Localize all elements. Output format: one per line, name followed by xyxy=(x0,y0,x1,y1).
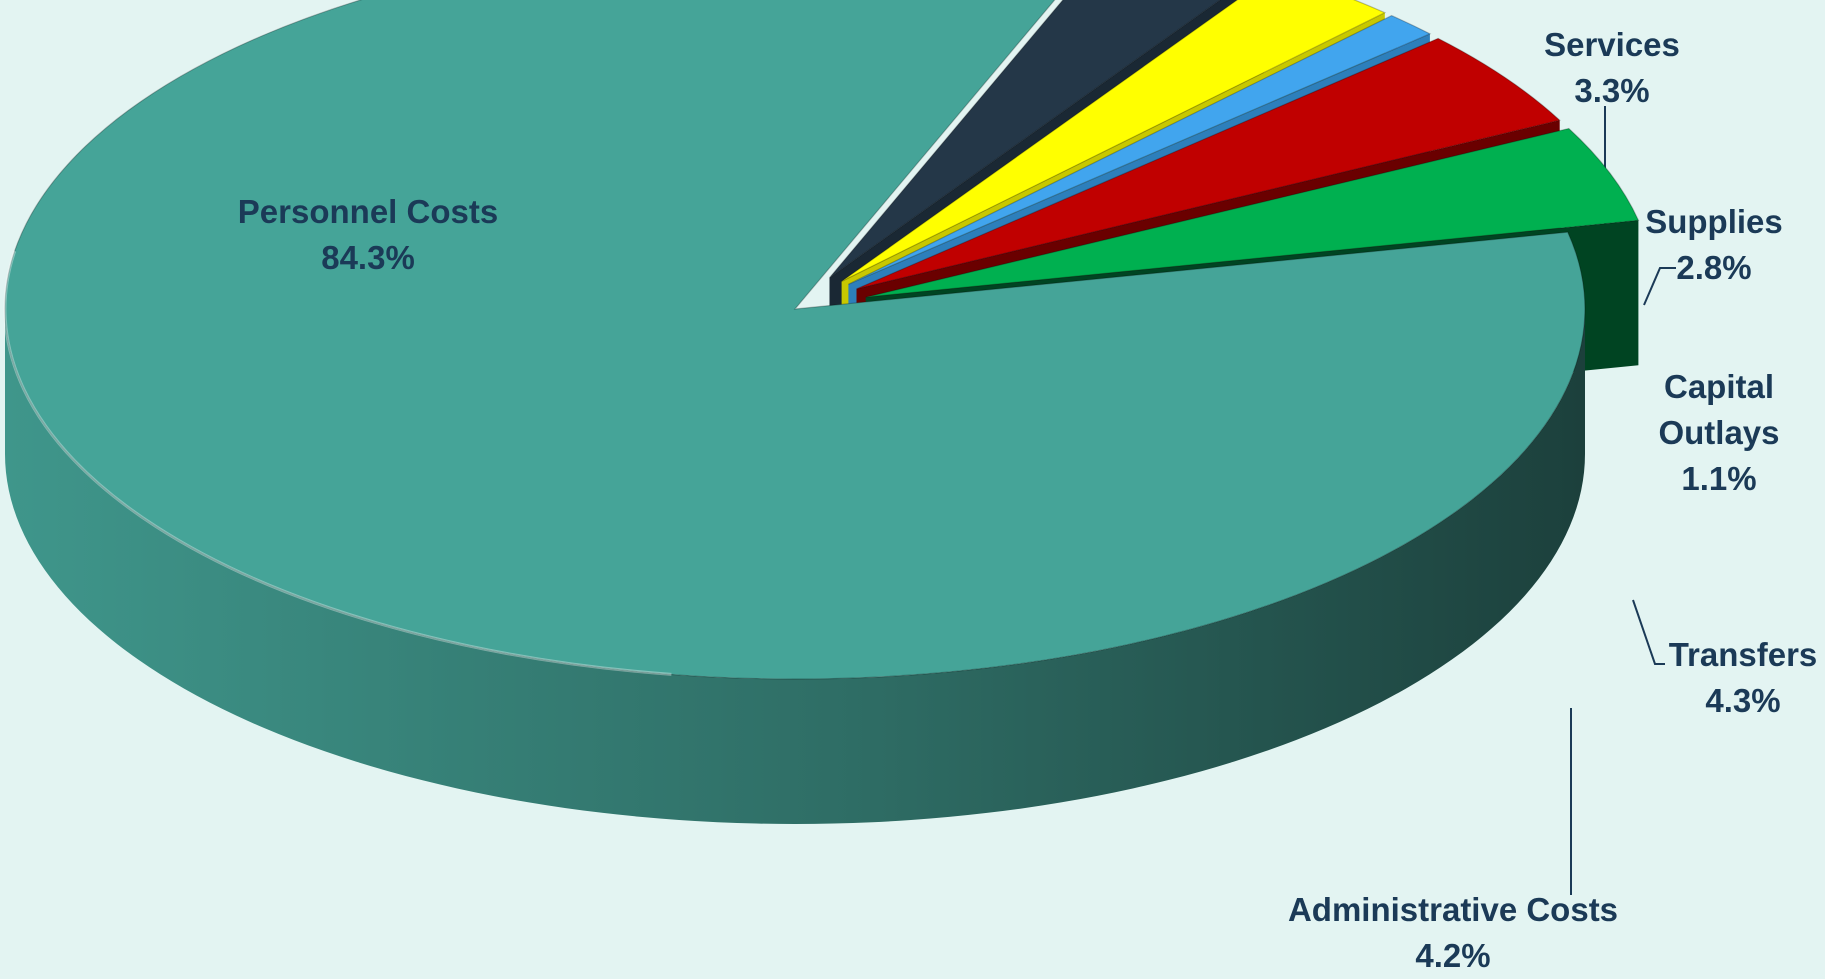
slice-transfers xyxy=(856,37,1561,290)
slice-name: Supplies xyxy=(1645,203,1783,240)
label-administrative-costs: Administrative Costs 4.2% xyxy=(1288,887,1618,979)
rim-highlight xyxy=(3,250,672,676)
leader-line-3 xyxy=(1632,599,1665,665)
slice-name: Services xyxy=(1544,26,1680,63)
slice-name: Capital Outlays xyxy=(1658,368,1780,451)
slice-percent: 84.3% xyxy=(321,239,415,276)
label-transfers: Transfers 4.3% xyxy=(1669,632,1818,724)
slice-capital-outlays xyxy=(848,14,1432,285)
slice-name: Administrative Costs xyxy=(1287,891,1619,928)
slice-percent: 4.2% xyxy=(1415,937,1491,974)
label-services: Services 3.3% xyxy=(1544,22,1680,114)
side-personnel-costs xyxy=(5,309,1585,824)
slice-name: Transfers xyxy=(1668,636,1818,673)
slice-name: Personnel Costs xyxy=(237,193,499,230)
slice-services xyxy=(829,0,1222,279)
leader-line-2 xyxy=(1643,267,1676,306)
slice-supplies xyxy=(841,0,1387,282)
pie-slices xyxy=(3,0,1640,680)
label-personnel-costs: Personnel Costs 84.3% xyxy=(238,189,498,281)
slice-personnel-costs xyxy=(4,0,1586,680)
slice-percent: 3.3% xyxy=(1574,72,1650,109)
label-capital-outlays: Capital Outlays 1.1% xyxy=(1654,364,1784,502)
slice-percent: 2.8% xyxy=(1676,249,1752,286)
label-supplies: Supplies 2.8% xyxy=(1645,199,1783,291)
slice-percent: 1.1% xyxy=(1681,460,1757,497)
slice-percent: 4.3% xyxy=(1705,682,1781,719)
slice-administrative-costs xyxy=(865,127,1640,298)
